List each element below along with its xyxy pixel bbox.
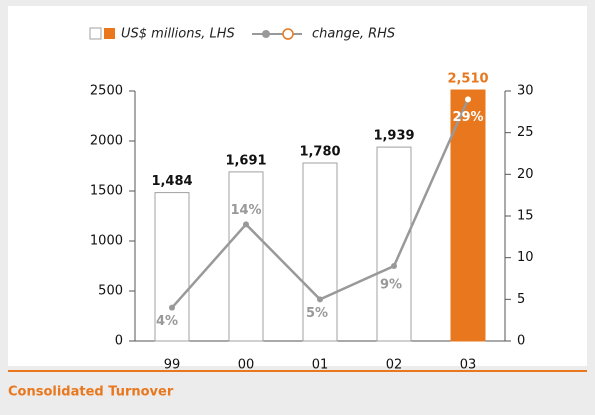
bar-value-label: 2,510 — [447, 72, 488, 87]
x-tick-label: 99 — [164, 358, 181, 373]
x-tick-label: 01 — [312, 358, 329, 373]
bar — [376, 146, 412, 342]
y-tick-label: 1000 — [90, 234, 123, 249]
bar-value-label: 1,691 — [225, 153, 266, 168]
legend-label: US$ millions, LHS — [121, 27, 235, 42]
bar — [154, 192, 190, 342]
line-point — [169, 304, 175, 311]
legend-swatch-outline — [89, 27, 102, 40]
y2-tick-label: 10 — [517, 250, 534, 265]
bar — [450, 89, 486, 342]
legend-label: change, RHS — [312, 27, 395, 42]
line-point — [465, 96, 471, 103]
bar — [302, 162, 338, 342]
x-tick-label: 00 — [238, 358, 255, 373]
chart-title: Consolidated Turnover — [8, 385, 174, 400]
y-tick-label: 2500 — [90, 84, 123, 99]
x-tick-label: 03 — [460, 358, 477, 373]
line-value-label: 4% — [156, 314, 178, 329]
bar-value-label: 1,780 — [299, 145, 340, 160]
bar-value-label: 1,484 — [151, 174, 192, 189]
line-value-label: 5% — [306, 306, 328, 321]
y-tick-label: 0 — [115, 334, 123, 349]
panel — [8, 6, 587, 366]
legend-dot — [262, 30, 270, 38]
line-value-label: 29% — [452, 110, 483, 125]
y2-tick-label: 15 — [517, 209, 534, 224]
legend-dot-open — [282, 28, 294, 40]
line-value-label: 9% — [380, 278, 402, 293]
y-tick-label: 1500 — [90, 184, 123, 199]
line-point — [243, 221, 249, 228]
y-tick-label: 500 — [98, 284, 123, 299]
line-point — [391, 263, 397, 269]
y2-tick-label: 25 — [517, 125, 534, 140]
bar — [228, 171, 264, 342]
y-tick-label: 2000 — [90, 134, 123, 149]
y2-tick-label: 20 — [517, 167, 534, 182]
y2-tick-label: 5 — [517, 292, 525, 307]
x-tick-label: 02 — [386, 358, 403, 373]
line-point — [317, 296, 323, 303]
line-value-label: 14% — [230, 203, 261, 218]
y2-tick-label: 0 — [517, 334, 525, 349]
legend-swatch-fill — [104, 28, 115, 39]
bar-value-label: 1,939 — [373, 129, 414, 144]
y2-tick-label: 30 — [517, 84, 534, 99]
